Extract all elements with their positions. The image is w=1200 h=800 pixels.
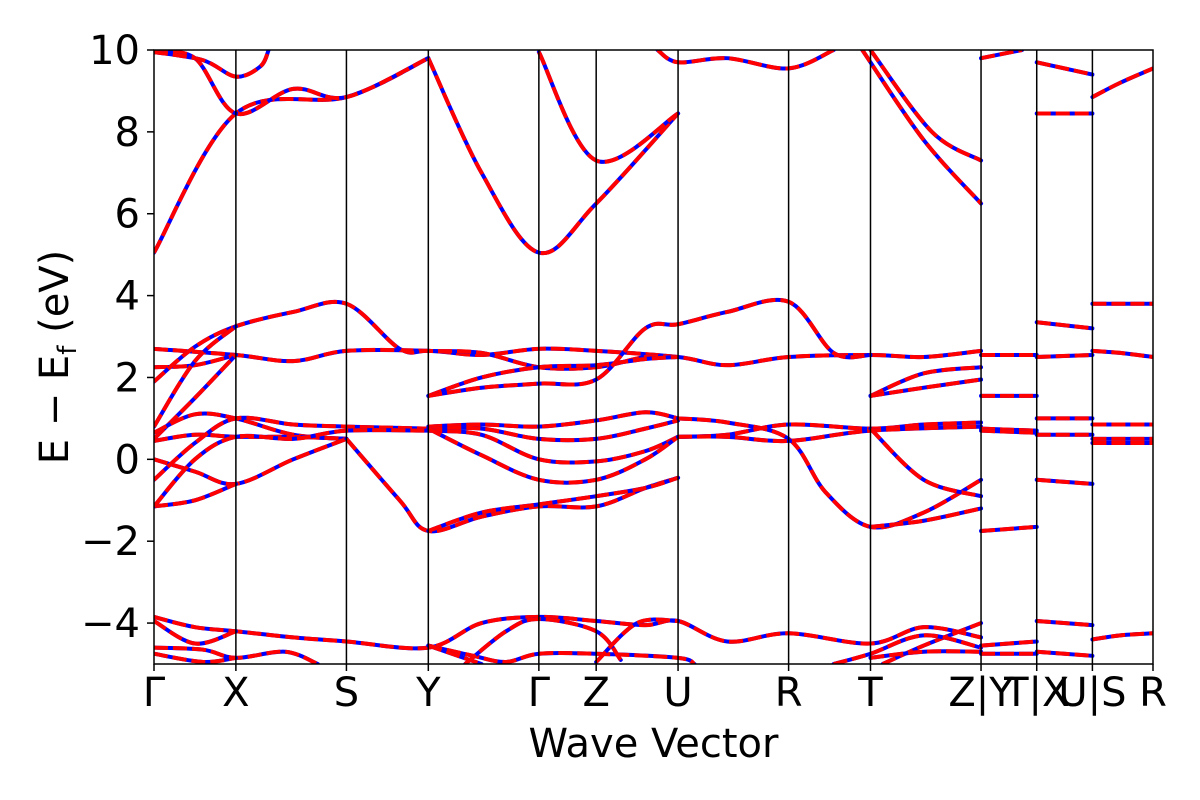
band-line-48 [980, 426, 1037, 433]
band-line-64 [1092, 348, 1153, 359]
x-tick-label-9: Z|Y [948, 670, 1014, 716]
x-tick-label-7: R [775, 670, 803, 716]
band-line-base-1 [154, 50, 431, 117]
band-line-9 [154, 353, 237, 370]
x-tick-label-3: Y [415, 670, 441, 716]
x-tick-label-12: R [1139, 670, 1167, 716]
band-line-14 [428, 297, 871, 398]
x-tick-label-8: T [857, 670, 883, 716]
x-tick-label-10: T|X [1003, 670, 1069, 716]
band-line-20 [154, 415, 429, 482]
band-line-39 [427, 643, 483, 664]
band-line-23 [344, 437, 679, 534]
x-axis-label: Wave Vector [529, 721, 780, 767]
band-line-60 [1036, 619, 1093, 628]
y-axis-label-sub: f [53, 345, 83, 355]
x-tick-label-1: X [222, 670, 249, 716]
band-line-44 [833, 633, 982, 664]
band-line-19 [154, 437, 348, 487]
y-tick-label-5: 6 [115, 192, 140, 238]
band-line-50 [980, 524, 1037, 533]
band-line-21 [154, 482, 237, 509]
band-line-1 [154, 50, 430, 117]
band-line-41 [594, 617, 679, 664]
band-line-29 [677, 416, 983, 530]
band-line-10 [154, 299, 679, 384]
band-line-15 [869, 365, 982, 398]
band-line-35 [154, 619, 237, 646]
band-line-49 [980, 428, 1037, 435]
band-line-base-23 [344, 436, 681, 534]
x-tick-label-0: Γ [143, 670, 166, 716]
band-line-7 [860, 50, 983, 205]
band-line-22 [154, 428, 429, 508]
band-line-3 [426, 57, 680, 256]
x-axis: Γ X S Y Γ Z U R T Z|YT|XU|S R [143, 664, 1167, 716]
band-line-32 [870, 506, 982, 529]
y-axis-label: E − Ef (eV) [32, 250, 83, 465]
band-line-base-10 [154, 299, 681, 384]
band-line-37 [154, 651, 237, 664]
plot-frame [153, 49, 1154, 665]
band-line-56 [1036, 352, 1093, 359]
band-line-53 [1036, 60, 1093, 77]
band-line-11 [154, 324, 238, 428]
band-line-55 [1036, 320, 1093, 331]
band-line-0 [154, 56, 430, 254]
band-line-24 [427, 475, 679, 533]
kpoint-lines [235, 50, 1094, 664]
band-line-34 [154, 614, 982, 651]
x-tick-label-2: S [334, 670, 359, 716]
band-line-6 [868, 50, 983, 163]
band-line-62 [1091, 66, 1153, 99]
band-line-base-40 [463, 616, 623, 664]
y-tick-label-7: 10 [89, 28, 140, 74]
band-line-45 [980, 50, 1023, 61]
band-line-42 [881, 621, 982, 664]
band-line-5 [656, 50, 835, 71]
band-line-base-28 [426, 426, 681, 485]
band-line-base-43 [868, 649, 984, 660]
band-line-68 [1092, 631, 1153, 642]
band-line-33 [869, 427, 982, 499]
band-line-base-7 [860, 50, 984, 206]
band-line-base-35 [154, 619, 238, 646]
x-tick-label-4: Γ [528, 670, 551, 716]
y-tick-label-4: 4 [115, 274, 140, 320]
band-line-43 [870, 649, 982, 660]
y-tick-label-6: 8 [115, 110, 140, 156]
y-tick-label-2: 0 [115, 437, 140, 483]
band-line-31 [678, 424, 982, 444]
band-line-base-5 [655, 50, 836, 71]
y-tick-label-1: −2 [81, 519, 140, 565]
band-line-base-33 [868, 426, 984, 499]
band-line-4 [537, 51, 680, 164]
band-line-28 [427, 426, 680, 485]
band-line-base-11 [154, 324, 238, 429]
y-axis: −4 −2 0 2 4 6 8 10 [81, 28, 154, 647]
x-tick-label-6: U [663, 670, 692, 716]
y-axis-label-main: E − E [32, 355, 78, 465]
band-line-40 [463, 616, 623, 664]
band-line-26 [428, 418, 679, 443]
band-line-27 [428, 428, 679, 465]
x-tick-label-5: Z [582, 670, 609, 716]
band-line-13 [427, 355, 679, 398]
band-line-61 [1036, 649, 1093, 658]
band-line-59 [1036, 477, 1093, 486]
band-line-25 [428, 410, 679, 429]
y-axis-label-unit: (eV) [32, 250, 78, 346]
y-tick-label-0: −4 [81, 601, 140, 647]
y-tick-label-3: 2 [115, 355, 140, 401]
x-tick-label-11: U|S [1058, 670, 1126, 716]
band-line-base-19 [154, 436, 349, 487]
bands-layer [154, 50, 1153, 664]
band-line-51 [980, 639, 1037, 648]
band-line-16 [870, 377, 982, 398]
